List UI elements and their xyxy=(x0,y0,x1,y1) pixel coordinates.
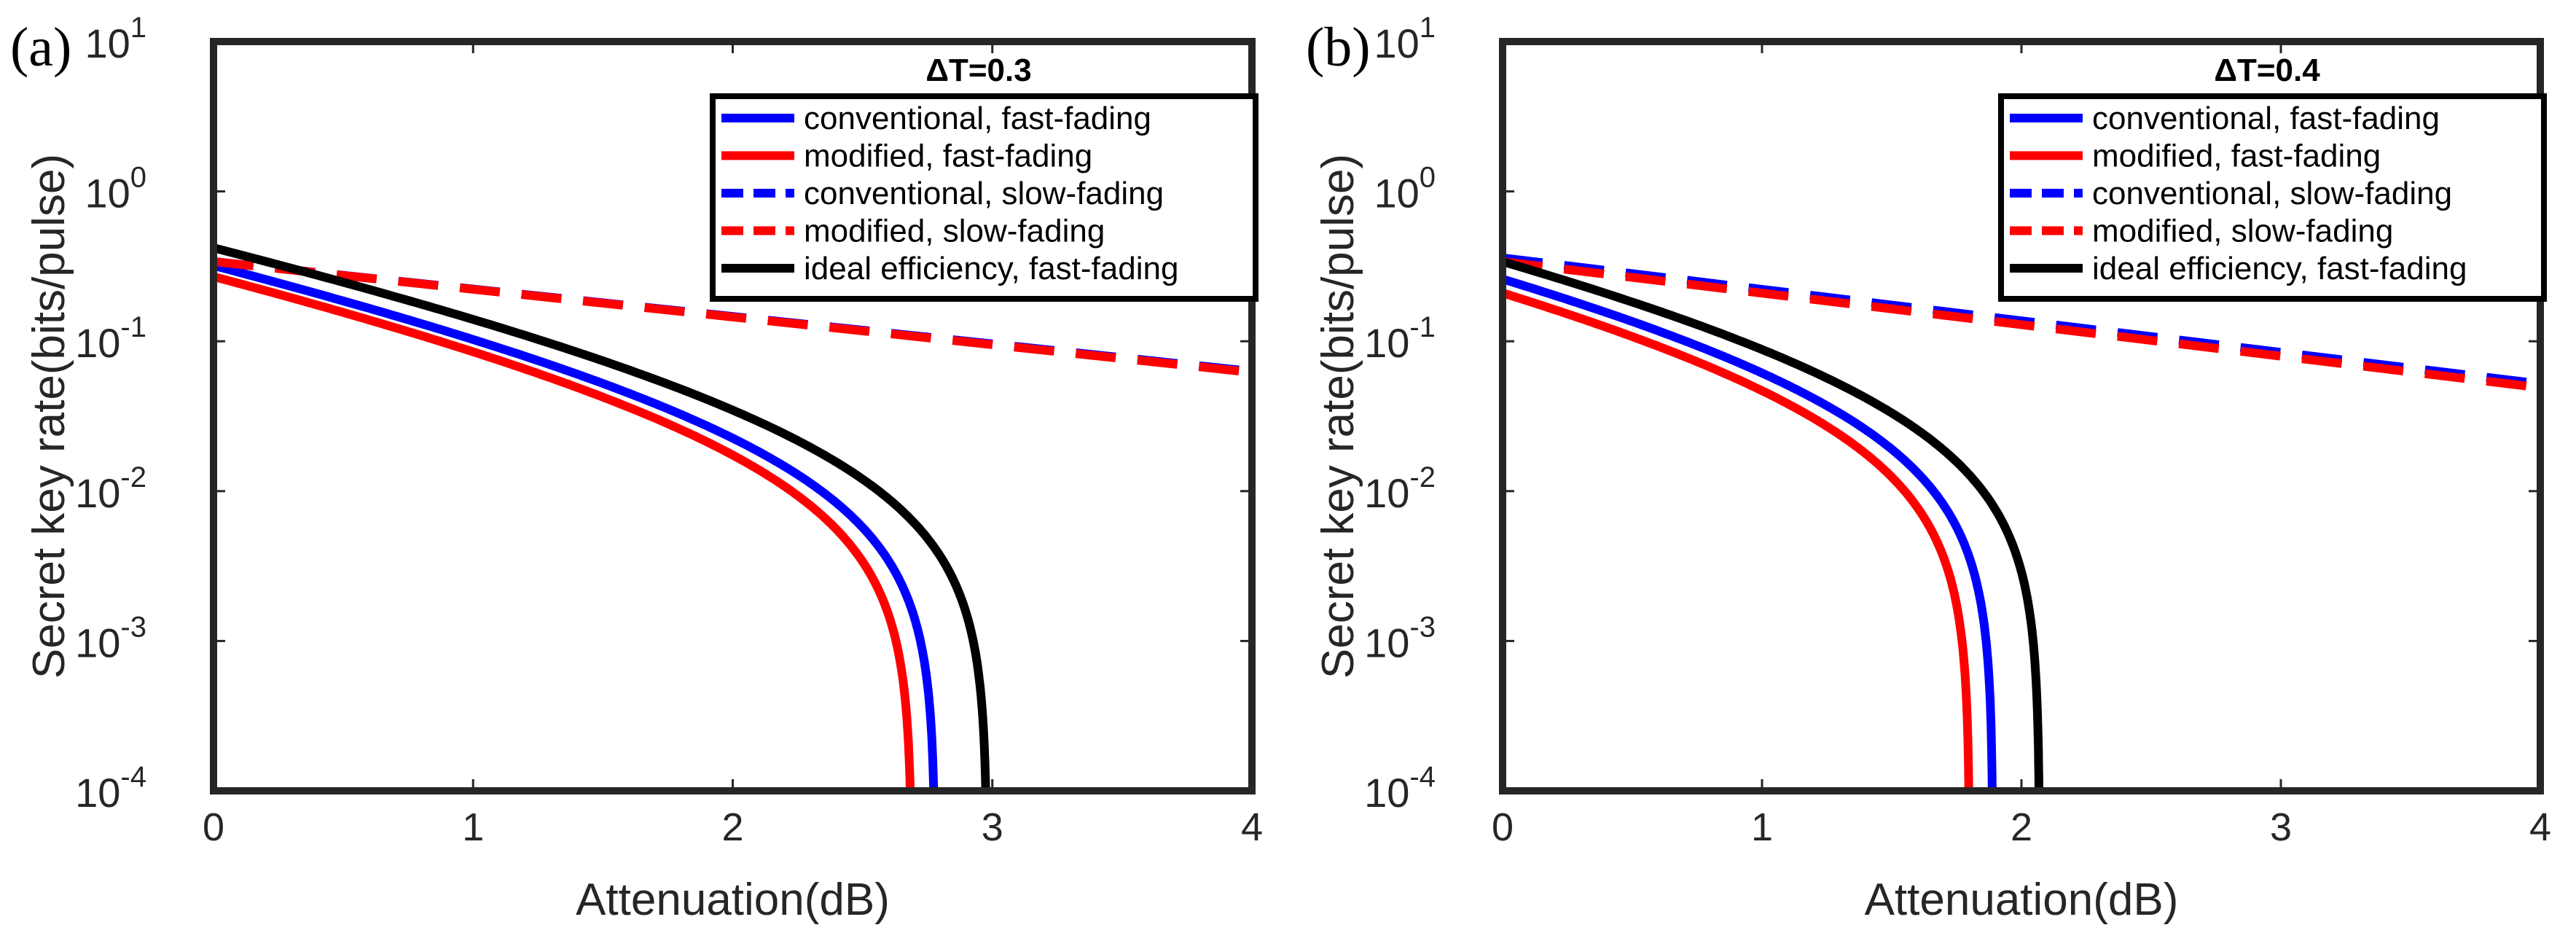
y-axis-label: Secret key rate(bits/pulse) xyxy=(24,154,74,679)
y-tick-base: 10 xyxy=(1364,470,1409,516)
y-tick-label: 10-4 xyxy=(1364,761,1436,816)
series-group xyxy=(214,243,1252,791)
y-tick-exponent: 1 xyxy=(1420,12,1436,44)
y-tick-label: 100 xyxy=(1374,162,1436,216)
legend-label: conventional, slow-fading xyxy=(2092,176,2452,211)
chart-title: ΔT=0.3 xyxy=(925,52,1031,88)
y-tick-exponent: -3 xyxy=(120,611,146,643)
x-tick-label: 3 xyxy=(982,805,1003,849)
y-tick-base: 10 xyxy=(75,620,120,665)
series-line-0 xyxy=(214,261,939,791)
x-axis-label: Attenuation(dB) xyxy=(576,875,890,925)
y-tick-exponent: -2 xyxy=(1409,461,1436,493)
x-tick-label: 4 xyxy=(2529,805,2551,849)
y-tick-label: 10-3 xyxy=(75,611,146,665)
series-line-4 xyxy=(214,243,990,791)
legend-box xyxy=(710,93,1258,302)
y-tick-base: 10 xyxy=(75,320,120,366)
y-tick-label: 10-4 xyxy=(75,761,146,816)
legend-label: ideal efficiency, fast-fading xyxy=(804,251,1178,286)
y-tick-base: 10 xyxy=(1374,171,1419,216)
y-tick-label: 100 xyxy=(85,162,146,216)
y-tick-label: 10-2 xyxy=(1364,461,1436,516)
panel-label: (a) xyxy=(10,17,71,78)
x-tick-label: 1 xyxy=(1751,805,1773,849)
y-tick-base: 10 xyxy=(75,470,120,516)
y-tick-label: 10-3 xyxy=(1364,611,1436,665)
x-tick-label: 4 xyxy=(1241,805,1263,849)
y-tick-base: 10 xyxy=(1364,320,1409,366)
chart-panel-b: (b)0 1 2 3 410-410-310-210-1100101ΔT=0.4conv… xyxy=(1306,12,2551,925)
x-tick-label: 0 xyxy=(1492,805,1514,849)
legend-label: conventional, fast-fading xyxy=(2092,101,2440,136)
y-tick-exponent: -3 xyxy=(1409,611,1436,643)
series-group xyxy=(1503,253,2540,791)
legend-label: modified, slow-fading xyxy=(2092,214,2393,249)
legend-box xyxy=(1998,93,2547,302)
y-tick-label: 101 xyxy=(85,12,146,66)
axes-box xyxy=(1499,38,2544,794)
y-tick-label: 10-2 xyxy=(75,461,146,516)
y-tick-base: 10 xyxy=(1364,620,1409,665)
y-tick-exponent: 1 xyxy=(130,12,146,44)
x-tick-label: 2 xyxy=(721,805,743,849)
y-tick-exponent: -4 xyxy=(120,761,146,793)
panel-label: (b) xyxy=(1306,17,1371,78)
x-tick-label: 1 xyxy=(462,805,484,849)
y-tick-base: 10 xyxy=(85,20,130,66)
y-tick-label: 10-1 xyxy=(1364,311,1436,366)
legend-label: modified, fast-fading xyxy=(804,138,1092,174)
series-line-1 xyxy=(214,272,915,791)
y-tick-exponent: -2 xyxy=(120,461,146,493)
y-axis-label: Secret key rate(bits/pulse) xyxy=(1313,154,1363,679)
y-tick-exponent: -1 xyxy=(120,311,146,343)
legend-label: conventional, slow-fading xyxy=(804,176,1164,211)
x-tick-label: 3 xyxy=(2270,805,2292,849)
legend-label: modified, slow-fading xyxy=(804,214,1105,249)
y-tick-exponent: 0 xyxy=(130,162,146,194)
series-line-4 xyxy=(1503,257,2044,791)
y-tick-label: 10-1 xyxy=(75,311,146,366)
chart-title: ΔT=0.4 xyxy=(2214,52,2320,88)
legend-label: ideal efficiency, fast-fading xyxy=(2092,251,2467,286)
series-line-3 xyxy=(214,257,1252,377)
y-tick-exponent: -1 xyxy=(1409,311,1436,343)
y-tick-exponent: 0 xyxy=(1420,162,1436,194)
y-tick-label: 101 xyxy=(1374,12,1436,66)
axes-box xyxy=(210,38,1256,794)
y-tick-base: 10 xyxy=(1374,20,1419,66)
series-line-1 xyxy=(1503,289,1973,791)
y-tick-base: 10 xyxy=(1364,770,1409,816)
legend-label: modified, fast-fading xyxy=(2092,138,2381,174)
chart-panel-a: (a)0 1 2 3 410-410-310-210-1100101ΔT=0.3conv… xyxy=(10,12,1263,925)
series-line-0 xyxy=(1503,275,1997,791)
x-tick-label: 0 xyxy=(203,805,224,849)
y-tick-base: 10 xyxy=(75,770,120,816)
legend-label: conventional, fast-fading xyxy=(804,101,1151,136)
x-axis-label: Attenuation(dB) xyxy=(1865,875,2179,925)
y-tick-exponent: -4 xyxy=(1409,761,1436,793)
series-line-3 xyxy=(1503,257,2540,392)
x-tick-label: 2 xyxy=(2011,805,2032,849)
y-tick-base: 10 xyxy=(85,171,130,216)
